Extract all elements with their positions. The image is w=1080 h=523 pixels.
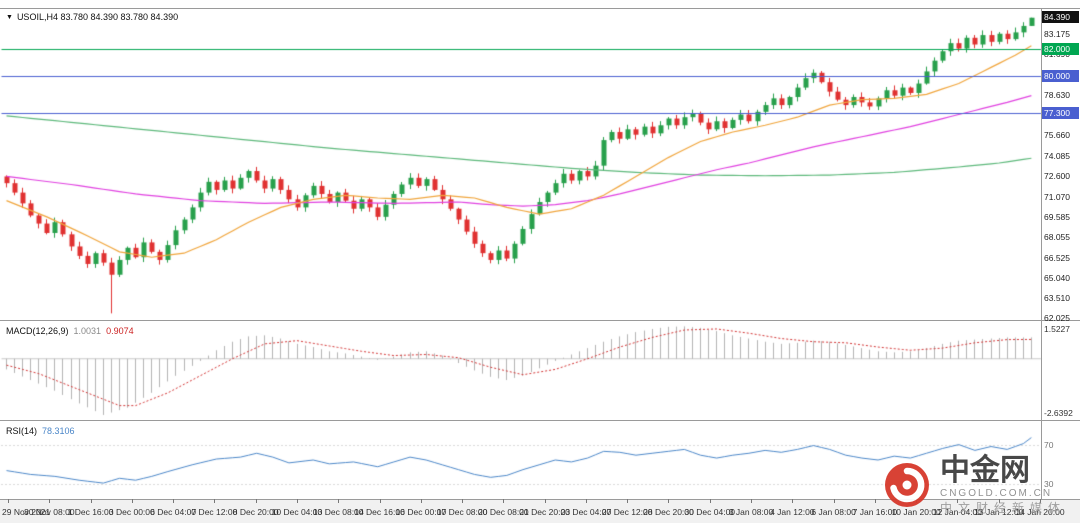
price-tick-label: 78.630 [1044,89,1070,100]
time-axis-tick [957,499,958,503]
macd-axis-max: 1.5227 [1044,324,1070,334]
time-axis-tick [91,499,92,503]
time-axis-tick [49,499,50,503]
time-axis-tick [297,499,298,503]
time-axis-tick [627,499,628,503]
time-axis-label: 7 Dec 12:00 [191,507,238,517]
watermark: 中金网 CNGOLD.COM.CN 中文财经新媒体 [884,455,1066,515]
watermark-brand: 中金网 [939,454,1030,488]
time-axis-label: 3 Dec 00:00 [108,507,155,517]
time-axis-label: 6 Jan 08:00 [811,507,856,517]
time-axis-label: 14 Jan 20:00 [1015,507,1065,517]
time-axis-tick [792,499,793,503]
time-axis-tick [462,499,463,503]
time-axis-tick [586,499,587,503]
time-axis-label: 13 Jan 12:00 [974,507,1024,517]
time-axis-label: 16 Dec 00:00 [395,507,447,517]
chart-top-border [0,8,1080,9]
price-tick-label: 83.175 [1044,28,1070,39]
panel-separator-rsi[interactable] [0,420,1080,421]
time-axis-tick [214,499,215,503]
time-axis-tick [132,499,133,503]
macd-axis-min: -2.6392 [1044,408,1073,418]
macd-name-text: MACD(12,26,9) [6,326,69,336]
time-axis-tick [380,499,381,503]
time-axis-label: 13 Dec 08:00 [312,507,364,517]
rsi-current-value: 78.3106 [42,426,75,436]
symbol-ohlc-label: ▼ USOIL,H4 83.780 84.390 83.780 84.390 [6,12,178,22]
time-axis-label: 12 Jan 04:00 [932,507,983,517]
price-line-badge: 82.000 [1042,43,1079,56]
price-tick-label: 65.040 [1044,272,1070,283]
price-tick-label: 62.025 [1044,313,1070,324]
time-axis-label: 7 Jan 16:00 [852,507,898,517]
macd-main-value: 1.0031 [73,326,102,336]
time-axis-label: 6 Dec 04:00 [150,507,197,517]
time-axis-label: 14 Dec 16:00 [354,507,405,517]
time-axis-tick [710,499,711,503]
time-axis-label: 29 Nov 2021 [2,507,51,517]
time-axis-tick [503,499,504,503]
time-axis-label: 28 Dec 20:00 [643,507,694,517]
price-tick-label: 63.510 [1044,293,1070,304]
time-axis-tick [999,499,1000,503]
price-tick-label: 74.085 [1044,150,1070,161]
rsi-indicator-label: RSI(14) 78.3106 [6,426,75,436]
time-axis-tick [256,499,257,503]
rsi-level-label: 30 [1044,478,1054,489]
price-line-badge: 80.000 [1042,70,1079,83]
price-tick-label: 72.600 [1044,170,1070,181]
price-axis-border [1041,8,1042,499]
price-tick-label: 68.055 [1044,232,1070,243]
time-axis-label: 10 Jan 20:00 [891,507,941,517]
time-axis-label: 8 Dec 20:00 [232,507,279,517]
chevron-down-icon[interactable]: ▼ [6,14,13,21]
price-tick-label: 71.070 [1044,191,1070,202]
price-tick-label: 75.660 [1044,129,1070,140]
macd-indicator-label: MACD(12,26,9) 1.0031 0.9074 [6,326,134,336]
time-axis-label: 3 Jan 08:00 [728,507,774,517]
panel-separator-macd[interactable] [0,320,1080,321]
cngold-logo-icon [884,463,929,508]
time-axis-tick [421,499,422,503]
price-tick-label: 66.525 [1044,252,1070,263]
time-axis-tick [8,499,9,503]
price-tick-label: 69.585 [1044,211,1070,222]
time-axis-label: 20 Dec 08:00 [478,507,529,517]
time-axis-label: 1 Dec 16:00 [67,507,114,517]
symbol-period-text: USOIL,H4 [16,12,58,22]
rsi-level-label: 70 [1044,440,1054,451]
watermark-domain: CNGOLD.COM.CN [939,487,1053,499]
time-axis-label: 17 Dec 08:00 [436,507,488,517]
time-axis-label: 30 Dec 04:00 [684,507,736,517]
time-axis-tick [545,499,546,503]
time-axis-label: 10 Dec 04:00 [271,507,323,517]
macd-signal-value: 0.9074 [106,326,134,336]
time-axis-label: 21 Dec 20:00 [519,507,570,517]
time-axis-label: 27 Dec 12:00 [601,507,653,517]
price-line-badge: 77.300 [1042,106,1079,119]
ohlc-values-text: 83.780 84.390 83.780 84.390 [60,12,179,22]
time-axis-label: 30 Nov 08:00 [23,507,75,517]
time-axis-tick [751,499,752,503]
time-axis-label: 23 Dec 04:00 [560,507,612,517]
watermark-tagline: 中文财经新媒体 [939,501,1066,516]
time-axis-tick [875,499,876,503]
time-axis-tick [338,499,339,503]
time-axis-label: 4 Jan 12:00 [770,507,815,517]
time-axis-tick [1040,499,1041,503]
time-axis-tick [668,499,669,503]
price-line-badge: 84.390 [1042,11,1079,24]
rsi-name-text: RSI(14) [6,426,38,436]
time-axis-tick [173,499,174,503]
time-axis-tick [834,499,835,503]
